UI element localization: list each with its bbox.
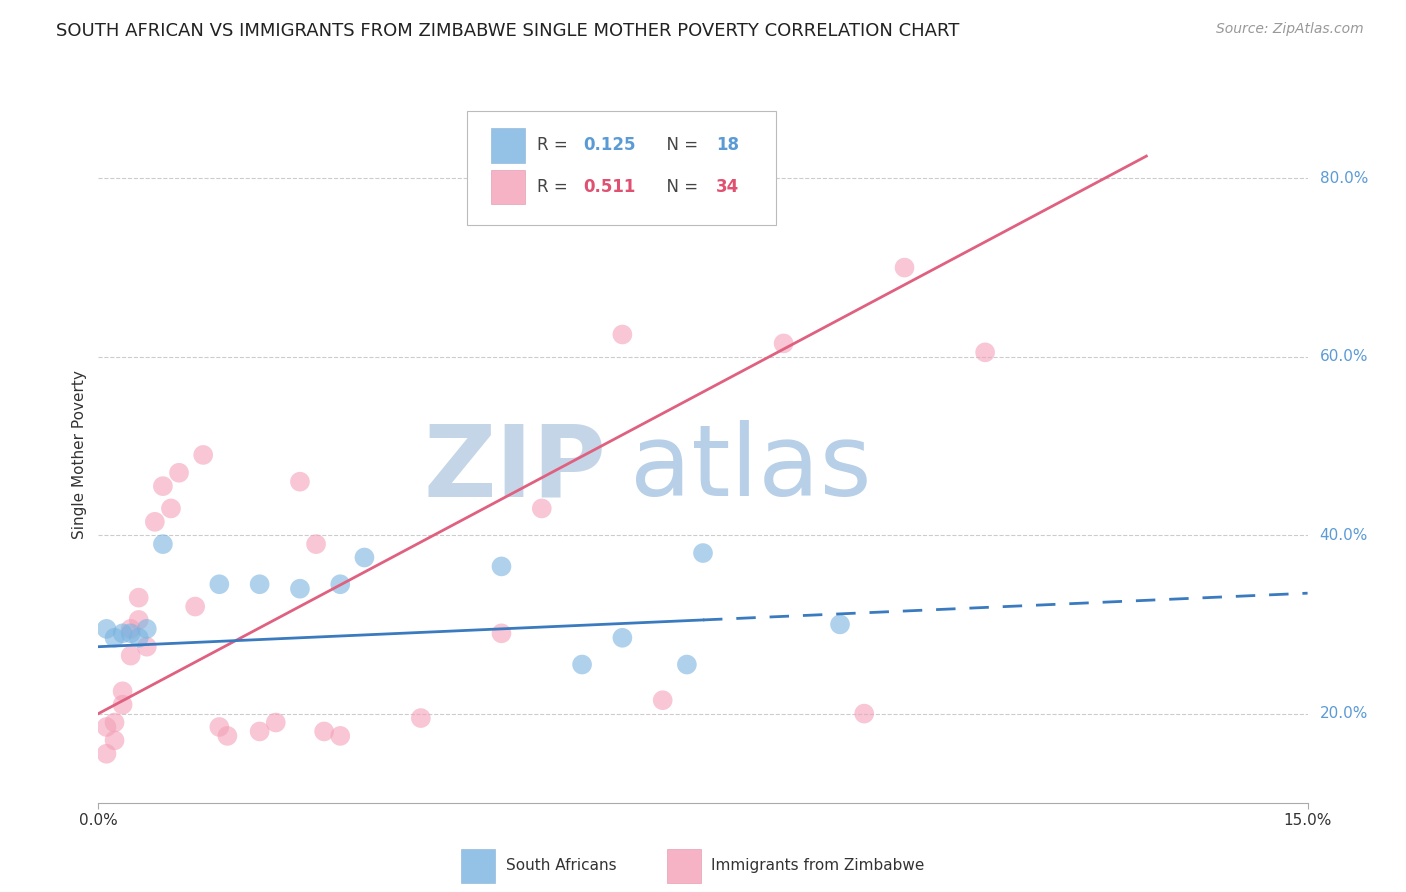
FancyBboxPatch shape	[467, 111, 776, 226]
Point	[692, 546, 714, 560]
Y-axis label: Single Mother Poverty: Single Mother Poverty	[72, 370, 87, 540]
Point	[409, 711, 432, 725]
FancyBboxPatch shape	[492, 169, 526, 204]
Point	[120, 648, 142, 663]
FancyBboxPatch shape	[461, 849, 495, 883]
Point	[208, 720, 231, 734]
Point	[974, 345, 997, 359]
Text: N =: N =	[655, 178, 703, 196]
Point	[152, 537, 174, 551]
Text: ZIP: ZIP	[423, 420, 606, 517]
Point	[128, 631, 150, 645]
Text: 0.511: 0.511	[583, 178, 636, 196]
Point	[893, 260, 915, 275]
Point	[305, 537, 328, 551]
Text: 60.0%: 60.0%	[1320, 350, 1368, 364]
Point	[143, 515, 166, 529]
Point	[103, 715, 125, 730]
Point	[111, 698, 134, 712]
Text: 20.0%: 20.0%	[1320, 706, 1368, 721]
Point	[491, 626, 513, 640]
Point	[772, 336, 794, 351]
Point	[288, 475, 311, 489]
Point	[571, 657, 593, 672]
Text: N =: N =	[655, 136, 703, 154]
Point	[120, 626, 142, 640]
Point	[314, 724, 336, 739]
Point	[160, 501, 183, 516]
Text: 80.0%: 80.0%	[1320, 171, 1368, 186]
Point	[491, 559, 513, 574]
Text: Immigrants from Zimbabwe: Immigrants from Zimbabwe	[711, 858, 925, 873]
Point	[264, 715, 287, 730]
Text: South Africans: South Africans	[506, 858, 617, 873]
Point	[208, 577, 231, 591]
Point	[103, 631, 125, 645]
Text: atlas: atlas	[630, 420, 872, 517]
Point	[353, 550, 375, 565]
Point	[96, 720, 118, 734]
Text: 18: 18	[716, 136, 740, 154]
Point	[96, 622, 118, 636]
Point	[853, 706, 876, 721]
Text: 0.125: 0.125	[583, 136, 636, 154]
Point	[249, 724, 271, 739]
Point	[612, 327, 634, 342]
Point	[288, 582, 311, 596]
Point	[217, 729, 239, 743]
Text: R =: R =	[537, 178, 574, 196]
Point	[612, 631, 634, 645]
Point	[249, 577, 271, 591]
Text: R =: R =	[537, 136, 574, 154]
Point	[530, 501, 553, 516]
Point	[676, 657, 699, 672]
Point	[128, 591, 150, 605]
Text: Source: ZipAtlas.com: Source: ZipAtlas.com	[1216, 22, 1364, 37]
Point	[135, 640, 157, 654]
Text: 40.0%: 40.0%	[1320, 528, 1368, 542]
Point	[135, 622, 157, 636]
Point	[111, 684, 134, 698]
Point	[329, 729, 352, 743]
FancyBboxPatch shape	[666, 849, 700, 883]
Point	[120, 622, 142, 636]
Point	[152, 479, 174, 493]
Point	[111, 626, 134, 640]
Text: 34: 34	[716, 178, 740, 196]
Point	[96, 747, 118, 761]
Point	[103, 733, 125, 747]
Point	[128, 613, 150, 627]
Point	[828, 617, 851, 632]
Text: SOUTH AFRICAN VS IMMIGRANTS FROM ZIMBABWE SINGLE MOTHER POVERTY CORRELATION CHAR: SOUTH AFRICAN VS IMMIGRANTS FROM ZIMBABW…	[56, 22, 960, 40]
Point	[184, 599, 207, 614]
Point	[651, 693, 673, 707]
FancyBboxPatch shape	[492, 128, 526, 162]
Point	[329, 577, 352, 591]
Point	[193, 448, 215, 462]
Point	[167, 466, 190, 480]
